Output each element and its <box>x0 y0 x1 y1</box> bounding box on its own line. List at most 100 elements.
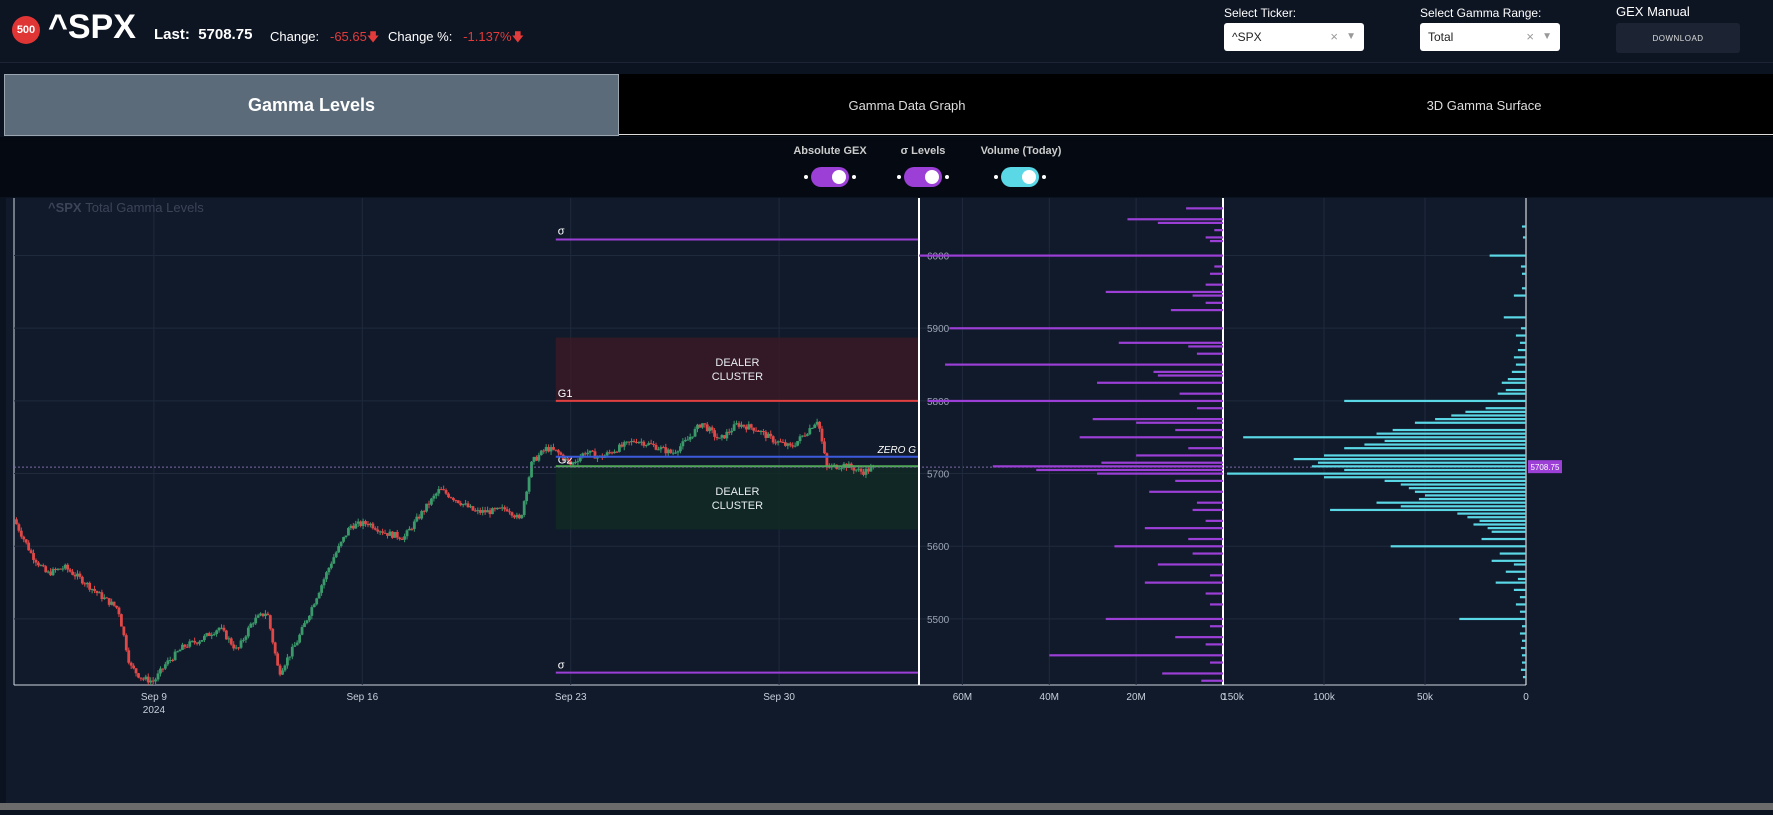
candle-body <box>486 510 489 513</box>
volume-bar <box>1384 479 1526 482</box>
gex-bar <box>1157 563 1223 566</box>
candle-body <box>151 680 155 682</box>
sigma-lower-label: σ <box>558 660 565 672</box>
gex-bar <box>1101 461 1223 464</box>
candle-body <box>574 461 577 463</box>
clear-icon[interactable]: × <box>1526 29 1534 44</box>
candle-body <box>464 503 468 505</box>
candle-body <box>862 471 865 475</box>
candle-body <box>256 615 260 618</box>
gex-bar <box>1162 672 1223 675</box>
volume-bar <box>1425 494 1526 497</box>
change-pct-label: Change %: <box>388 29 453 44</box>
candle-body <box>390 531 394 538</box>
volume-bar <box>1521 661 1526 664</box>
candle-body <box>281 670 284 675</box>
candle-body <box>320 585 323 593</box>
candle-body <box>210 635 214 637</box>
gex-bar <box>949 327 1223 330</box>
candle-body <box>278 665 282 675</box>
volume-bar <box>1520 265 1526 268</box>
candle-body <box>556 450 560 453</box>
volume-bar <box>1503 316 1526 319</box>
sigma-levels-toggle[interactable] <box>897 167 949 187</box>
gex-x-tick-label: 60M <box>953 692 972 703</box>
candle-body <box>793 445 797 447</box>
candle-body <box>620 444 624 447</box>
absolute-gex-toggle[interactable] <box>804 167 856 187</box>
candle-body <box>705 424 709 432</box>
candle-body <box>801 435 804 437</box>
candle-body <box>654 444 658 450</box>
candle-body <box>864 468 868 475</box>
candle-body <box>549 447 553 452</box>
candle-body <box>676 451 680 453</box>
candle-body <box>537 455 541 461</box>
candle-body <box>588 450 592 453</box>
candle-body <box>432 495 436 499</box>
candle-body <box>71 571 74 575</box>
candle-body <box>578 456 582 462</box>
candle-body <box>686 439 690 441</box>
candle-body <box>625 441 629 443</box>
volume-bar <box>1317 461 1526 464</box>
gex-bar <box>1192 508 1223 512</box>
gex-bar <box>1149 490 1223 493</box>
gex-bar <box>1097 381 1223 384</box>
volume-bar <box>1293 457 1526 461</box>
gex-bar <box>1209 625 1223 628</box>
candle-body <box>66 564 70 570</box>
candle-body <box>303 623 306 628</box>
candle-body <box>354 523 358 529</box>
volume-x-tick-label: 50k <box>1417 692 1434 703</box>
volume-bar <box>1517 348 1526 352</box>
ticker-select[interactable]: ^SPX × ▼ <box>1224 23 1364 51</box>
download-button[interactable]: DOWNLOAD <box>1616 23 1740 53</box>
candle-body <box>452 498 455 501</box>
gex-bar <box>1188 537 1223 541</box>
candle-body <box>544 447 548 451</box>
tab-3d-gamma-surface[interactable]: 3D Gamma Surface <box>1426 97 1542 113</box>
candle-body <box>525 491 529 502</box>
candle-body <box>859 468 863 472</box>
candle-body <box>569 461 572 465</box>
candle-body <box>744 426 748 430</box>
candle-body <box>95 590 99 593</box>
candle-body <box>398 537 402 539</box>
candle-body <box>769 433 773 437</box>
volume-bar <box>1376 432 1526 435</box>
tab-gamma-levels[interactable]: Gamma Levels <box>4 74 619 136</box>
volume-today-toggle[interactable] <box>994 167 1046 187</box>
tab-gamma-data-graph[interactable]: Gamma Data Graph <box>848 97 966 113</box>
volume-bar <box>1522 236 1526 239</box>
candle-body <box>356 521 360 524</box>
clear-icon[interactable]: × <box>1330 29 1338 44</box>
candle-body <box>327 567 331 573</box>
candle-body <box>554 449 558 451</box>
candle-body <box>471 506 475 511</box>
change-pct-stat: Change %: -1.137%🡇 <box>388 28 524 49</box>
candle-body <box>783 442 787 446</box>
chevron-down-icon[interactable]: ▼ <box>1542 31 1552 42</box>
chevron-down-icon[interactable]: ▼ <box>1346 31 1356 42</box>
candle-body <box>674 452 677 454</box>
candle-body <box>205 633 209 636</box>
gex-bar <box>1188 447 1223 450</box>
candle-body <box>642 441 646 446</box>
candle-body <box>232 644 236 649</box>
toggle-bar: Absolute GEX σ Levels Volume (Today) <box>0 137 1773 197</box>
candle-body <box>342 536 345 542</box>
volume-bar <box>1521 287 1526 290</box>
candle-body <box>102 597 106 600</box>
gex-bar <box>1092 418 1223 421</box>
candle-body <box>417 516 421 519</box>
candle-body <box>649 443 653 445</box>
gamma-range-select[interactable]: Total × ▼ <box>1420 23 1560 51</box>
gex-bar <box>1036 468 1223 472</box>
candle-body <box>107 598 111 605</box>
volume-today-label: Volume (Today) <box>980 145 1062 157</box>
select-range-label: Select Gamma Range: <box>1420 6 1542 20</box>
candle-body <box>217 627 221 631</box>
gex-bar <box>1205 643 1223 646</box>
volume-bar <box>1489 254 1526 257</box>
